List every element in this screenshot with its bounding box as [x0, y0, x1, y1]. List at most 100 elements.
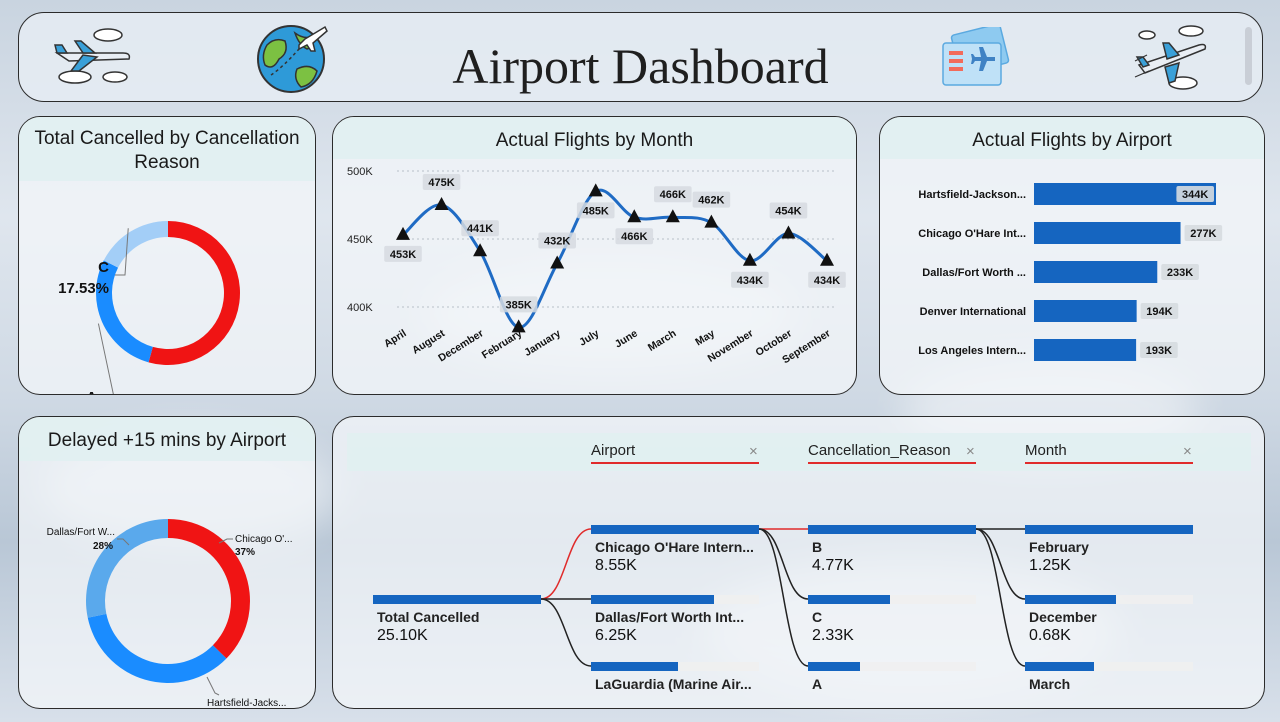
leader-line — [97, 323, 114, 394]
data-label-bg — [769, 202, 808, 219]
data-label: 454K — [775, 206, 801, 218]
data-label: 453K — [390, 249, 416, 261]
slice-label: Hartsfield-Jacks... — [207, 698, 286, 709]
tree-column-header[interactable]: Month — [1025, 442, 1067, 459]
bar-category-label: Los Angeles Intern... — [918, 345, 1026, 357]
data-point-marker — [511, 319, 526, 333]
bar-label-bg — [1140, 303, 1179, 319]
donut-slice — [168, 519, 250, 659]
page-title: Airport Dashboard — [452, 38, 829, 94]
tree-link — [540, 528, 592, 600]
remove-level-icon[interactable]: × — [966, 443, 975, 460]
tree-column-header[interactable]: Airport — [591, 442, 636, 459]
month-title: Actual Flights by Month — [333, 117, 856, 159]
bar-category-label: Denver International — [920, 306, 1026, 318]
data-point-marker — [781, 225, 796, 239]
bar — [1034, 183, 1216, 205]
leader-line — [218, 538, 233, 544]
data-label-bg — [808, 271, 846, 288]
tree-month-node-label: March — [1029, 676, 1071, 692]
bar — [1034, 261, 1158, 283]
bar-value-label: 233K — [1167, 267, 1193, 279]
slice-value: 28% — [93, 541, 113, 552]
tree-month-node-bar[interactable] — [1025, 595, 1116, 604]
x-tick-label: February — [480, 327, 525, 361]
data-point-marker — [665, 209, 680, 223]
donut-slice — [96, 260, 153, 363]
delayed-panel: Delayed +15 mins by Airport Chicago O'..… — [18, 416, 316, 709]
bar-label-bg — [1176, 186, 1214, 202]
tree-link — [540, 598, 592, 667]
leader-line — [206, 676, 220, 696]
cancel-reason-donut: B54.36%A28.11%C17.53% — [58, 221, 240, 395]
leader-line — [115, 228, 129, 276]
decomposition-tree-panel: Total Cancelled 25.10K Chicago O'Hare Inte… — [332, 416, 1265, 709]
donut-slice — [103, 221, 168, 268]
bar-label-bg — [1184, 225, 1223, 241]
data-point-marker — [742, 252, 757, 266]
header-banner: Airport Dashboard — [18, 12, 1263, 102]
tree-column-underline — [591, 462, 759, 464]
slice-label: Dallas/Fort W... — [47, 527, 115, 538]
bar-category-label: Hartsfield-Jackson... — [918, 189, 1026, 201]
slice-label: A — [86, 389, 97, 395]
tree-airport-node-bar[interactable] — [591, 662, 679, 671]
data-label: 441K — [467, 223, 493, 235]
bar-value-label: 344K — [1182, 189, 1208, 201]
tree-column-header[interactable]: Cancellation_Reason — [808, 442, 951, 459]
tree-reason-node-bar[interactable] — [808, 662, 861, 671]
data-label: 385K — [505, 299, 531, 311]
bar — [1034, 222, 1181, 244]
x-tick-label: July — [577, 327, 601, 348]
airplane-clouds-icon — [53, 23, 133, 92]
data-label-bg — [692, 191, 731, 208]
tree-airport-node-value: 8.55K — [595, 557, 637, 574]
remove-level-icon[interactable]: × — [1183, 443, 1192, 460]
tree-month-node-bar[interactable] — [1025, 662, 1094, 671]
tree-reason-node-bar[interactable] — [808, 595, 891, 604]
leader-line — [117, 538, 130, 546]
airport-title: Actual Flights by Airport — [880, 117, 1264, 159]
bar-value-label: 193K — [1146, 345, 1172, 357]
x-tick-label: January — [522, 327, 563, 359]
bar-value-label: 277K — [1190, 228, 1216, 240]
x-tick-label: March — [646, 327, 679, 354]
tree-month-node-value: 0.68K — [1029, 627, 1071, 644]
tree-reason-node-bar-track[interactable] — [808, 662, 976, 671]
tree-airport-node-bar[interactable] — [591, 595, 714, 604]
tree-airport-node-bar[interactable] — [591, 525, 759, 534]
tree-root-label: Total Cancelled — [377, 609, 480, 625]
tree-reason-node-bar[interactable] — [808, 525, 976, 534]
tree-reason-node-label: C — [812, 609, 823, 625]
slice-label: Chicago O'... — [235, 534, 293, 545]
y-tick-label: 400K — [347, 302, 373, 314]
data-label-bg — [538, 232, 576, 249]
slice-value: 17.53% — [58, 280, 109, 297]
remove-level-icon[interactable]: × — [749, 443, 758, 460]
tree-airport-node-value: 6.25K — [595, 627, 637, 644]
boarding-pass-icon — [939, 23, 1013, 94]
tree-link — [975, 528, 1026, 600]
month-line-chart: 400K 450K 500K 453K 475K 441K 385K 432K 485K 466K… — [347, 166, 846, 366]
tree-links — [540, 528, 1026, 667]
data-label: 434K — [737, 275, 763, 287]
x-tick-label: May — [693, 327, 717, 348]
tree-month-node-label: December — [1029, 609, 1097, 625]
data-label-bg — [384, 245, 422, 262]
data-point-marker — [820, 252, 834, 266]
donut-slice — [148, 221, 240, 365]
tree-root-bar[interactable] — [373, 595, 541, 604]
data-label-bg — [461, 220, 499, 237]
data-point-marker — [588, 183, 603, 197]
scrollbar[interactable] — [1245, 27, 1252, 85]
tree-reason-node-bar-track[interactable] — [808, 595, 976, 604]
tree-link — [758, 528, 809, 667]
y-tick-label: 450K — [347, 234, 373, 246]
globe-plane-icon — [253, 19, 329, 100]
tree-reason-node-label: B — [812, 539, 823, 555]
data-point-marker — [396, 226, 410, 240]
tree-header — [347, 433, 1251, 471]
tree-month-node-label: February — [1029, 539, 1089, 555]
tree-month-node-bar-track[interactable] — [1025, 662, 1193, 671]
tree-month-node-bar[interactable] — [1025, 525, 1193, 534]
